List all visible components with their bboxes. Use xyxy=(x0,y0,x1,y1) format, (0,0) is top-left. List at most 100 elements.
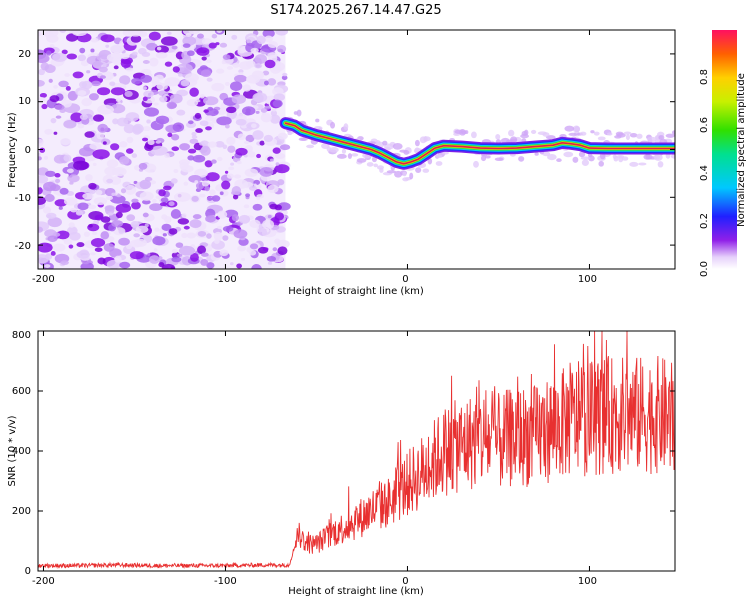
noise-speckle xyxy=(67,174,80,183)
noise-speckle xyxy=(64,73,70,77)
noise-speckle xyxy=(102,141,107,145)
noise-speckle xyxy=(201,180,210,187)
noise-speckle xyxy=(189,219,202,229)
noise-speckle xyxy=(206,233,212,239)
noise-speckle xyxy=(77,123,85,129)
noise-speckle xyxy=(208,42,217,49)
noise-speckle xyxy=(200,69,212,77)
noise-speckle xyxy=(170,209,181,219)
noise-speckle xyxy=(171,256,182,263)
noise-speckle xyxy=(263,80,269,86)
noise-speckle xyxy=(199,193,206,198)
ridge-halo xyxy=(386,170,397,174)
noise-speckle xyxy=(153,102,159,106)
noise-speckle xyxy=(97,62,104,66)
noise-speckle xyxy=(275,30,289,36)
noise-speckle xyxy=(133,233,140,238)
noise-speckle xyxy=(192,154,206,163)
colorbar-tick-label: 0.6 xyxy=(699,117,710,133)
ridge-halo xyxy=(616,154,625,159)
noise-speckle xyxy=(147,252,151,256)
noise-speckle xyxy=(267,78,277,86)
ridge-halo xyxy=(665,133,675,138)
noise-speckle xyxy=(249,243,259,250)
noise-speckle xyxy=(95,189,103,196)
noise-speckle xyxy=(71,30,88,37)
noise-speckle xyxy=(125,112,140,122)
noise-speckle xyxy=(42,206,52,214)
ridge-halo xyxy=(423,136,431,142)
noise-speckle xyxy=(164,61,173,67)
noise-speckle xyxy=(52,243,66,252)
noise-speckle xyxy=(201,56,207,61)
noise-speckle xyxy=(171,146,180,152)
spectrogram-xtick-label: 100 xyxy=(578,274,597,285)
noise-speckle xyxy=(264,59,276,69)
noise-speckle xyxy=(272,147,281,154)
noise-speckle xyxy=(142,86,147,90)
noise-speckle xyxy=(61,49,68,55)
noise-speckle xyxy=(110,176,122,185)
noise-speckle xyxy=(189,138,199,144)
ridge-halo xyxy=(394,170,403,178)
noise-speckle xyxy=(38,242,53,253)
ridge-halo xyxy=(671,130,675,135)
noise-speckle xyxy=(163,185,172,191)
noise-speckle xyxy=(155,51,168,59)
noise-speckle xyxy=(211,82,225,92)
noise-speckle xyxy=(112,166,127,177)
ridge-halo xyxy=(530,129,537,135)
ridge-halo xyxy=(614,135,622,139)
noise-speckle xyxy=(237,133,246,141)
noise-speckle xyxy=(123,123,135,134)
snr-xtick-label: 100 xyxy=(578,576,597,587)
noise-speckle xyxy=(83,231,90,237)
noise-speckle xyxy=(85,174,93,182)
ridge-halo xyxy=(646,136,657,143)
noise-speckle xyxy=(94,247,103,252)
noise-speckle xyxy=(48,78,53,83)
noise-speckle xyxy=(103,243,115,252)
noise-speckle xyxy=(155,140,162,144)
noise-speckle xyxy=(49,184,61,192)
noise-speckle xyxy=(274,153,286,160)
noise-speckle xyxy=(224,81,230,86)
noise-speckle xyxy=(76,242,85,248)
noise-speckle xyxy=(267,261,273,265)
noise-speckle xyxy=(176,253,183,257)
noise-speckle xyxy=(199,120,209,127)
noise-speckle xyxy=(170,266,175,269)
noise-speckle xyxy=(200,258,209,266)
ridge-halo xyxy=(495,134,501,140)
noise-speckle xyxy=(119,75,131,85)
ridge-halo xyxy=(564,125,575,132)
noise-speckle xyxy=(147,92,152,96)
noise-speckle xyxy=(231,186,242,196)
noise-speckle xyxy=(282,72,288,77)
noise-speckle xyxy=(273,93,285,102)
noise-speckle xyxy=(256,196,261,201)
snr-xtick-label: -100 xyxy=(214,576,237,587)
noise-speckle xyxy=(118,156,130,165)
noise-speckle xyxy=(47,217,62,228)
noise-speckle xyxy=(70,207,78,213)
noise-speckle xyxy=(191,131,197,137)
ridge-halo xyxy=(638,162,647,166)
ridge-halo xyxy=(556,158,562,163)
noise-speckle xyxy=(226,136,236,145)
noise-speckle xyxy=(184,73,199,83)
noise-speckle xyxy=(205,126,212,131)
noise-speckle xyxy=(58,206,63,210)
noise-speckle xyxy=(110,87,126,96)
noise-speckle xyxy=(197,245,207,255)
noise-speckle xyxy=(260,112,272,123)
noise-speckle xyxy=(141,51,151,57)
ridge-halo xyxy=(422,168,430,173)
noise-speckle xyxy=(173,192,191,202)
ridge-halo xyxy=(494,157,504,161)
ridge-halo xyxy=(629,161,639,167)
noise-speckle xyxy=(68,244,74,249)
noise-speckle xyxy=(183,225,190,230)
noise-speckle xyxy=(112,118,119,125)
